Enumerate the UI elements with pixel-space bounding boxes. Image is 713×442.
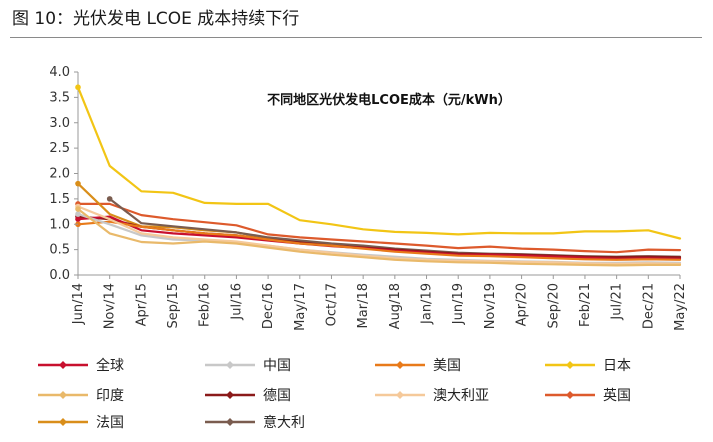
legend-label: 澳大利亚 — [433, 388, 489, 404]
y-tick-label: 2.5 — [49, 141, 70, 156]
legend-label: 意大利 — [263, 414, 305, 431]
series-line — [76, 86, 682, 240]
x-tick-label: Oct/17 — [324, 283, 339, 326]
legend-label: 日本 — [603, 358, 631, 374]
x-tick-label: Jun/19 — [451, 283, 466, 325]
legend-item: 德国 — [205, 388, 291, 404]
x-tick-label: Dec/21 — [641, 283, 656, 329]
legend-marker — [59, 361, 67, 369]
legend-item: 日本 — [545, 358, 631, 374]
x-axis-ticks: Jun/14 Nov/14 Apr/15 Sep/15 Feb/16 Jul/16 Dec/… — [71, 275, 688, 331]
series-start-point — [106, 196, 113, 202]
y-tick-label: 1.5 — [49, 192, 70, 207]
legend-marker — [566, 361, 574, 369]
x-tick-label: Jun/14 — [71, 283, 86, 325]
legend-marker — [59, 418, 67, 426]
legend-item: 澳大利亚 — [375, 388, 489, 404]
x-tick-label: Sep/15 — [166, 283, 181, 328]
legend-item: 意大利 — [205, 414, 305, 431]
legend-item: 印度 — [38, 388, 124, 404]
series-start-point — [75, 206, 81, 212]
x-tick-label: May/17 — [293, 283, 308, 331]
x-tick-label: Jul/16 — [229, 283, 244, 321]
legend-item: 法国 — [38, 415, 124, 431]
legend-label: 全球 — [96, 357, 124, 374]
legend-label: 中国 — [263, 358, 291, 374]
legend-item: 英国 — [545, 387, 631, 404]
y-tick-label: 3.5 — [49, 90, 70, 105]
series-start-point — [75, 84, 81, 91]
legend-label: 印度 — [96, 388, 124, 404]
legend-marker — [226, 361, 234, 369]
x-tick-label: Nov/14 — [103, 283, 118, 329]
legend-marker — [396, 391, 404, 399]
legend-item: 全球 — [38, 357, 124, 374]
x-tick-label: Feb/16 — [198, 283, 213, 327]
series-start-point — [75, 216, 81, 222]
legend-item: 中国 — [205, 358, 291, 374]
y-tick-label: 1.0 — [49, 217, 70, 232]
series-line — [76, 207, 682, 267]
x-tick-label: Jan/19 — [420, 283, 435, 325]
series-line — [76, 205, 682, 265]
x-tick-label: Aug/18 — [388, 283, 403, 329]
legend-label: 英国 — [603, 387, 631, 404]
series-lines — [75, 84, 682, 267]
legend-marker — [566, 391, 574, 399]
chart-title: 不同地区光伏发电LCOE成本（元/kWh） — [267, 92, 511, 108]
x-tick-label: Feb/21 — [578, 283, 593, 327]
y-tick-label: 3.0 — [49, 116, 70, 131]
series-line — [76, 220, 682, 261]
x-tick-label: Jul/21 — [610, 283, 625, 321]
legend-marker — [226, 391, 234, 399]
y-tick-label: 0.0 — [49, 268, 70, 283]
legend-label: 德国 — [263, 388, 291, 404]
x-tick-label: Sep/20 — [546, 283, 561, 328]
legend-marker — [59, 391, 67, 399]
y-axis-ticks: 4.0 3.5 3.0 2.5 2.0 1.5 1.0 0.5 0.0 — [49, 65, 78, 283]
y-tick-label: 0.5 — [49, 243, 70, 258]
x-tick-label: Apr/20 — [515, 283, 530, 326]
series-start-point — [75, 211, 81, 217]
x-tick-label: Mar/18 — [356, 283, 371, 328]
x-tick-label: Apr/15 — [134, 283, 149, 326]
legend-marker — [226, 418, 234, 426]
series-line — [108, 197, 682, 258]
x-tick-label: Dec/16 — [261, 283, 276, 329]
title-divider — [10, 37, 702, 38]
series-4 — [75, 84, 682, 240]
x-tick-label: May/22 — [673, 283, 688, 331]
legend-label: 美国 — [433, 358, 461, 374]
series-10 — [106, 196, 682, 258]
x-tick-label: Nov/19 — [483, 283, 498, 329]
y-tick-label: 2.0 — [49, 167, 70, 182]
legend-label: 法国 — [96, 415, 124, 431]
series-line — [76, 202, 682, 254]
series-5 — [75, 206, 682, 267]
legend-item: 美国 — [375, 358, 461, 374]
legend-marker — [396, 361, 404, 369]
series-start-point — [75, 180, 81, 187]
figure-title: 图 10：光伏发电 LCOE 成本持续下行 — [12, 9, 300, 29]
y-tick-label: 4.0 — [49, 65, 70, 80]
